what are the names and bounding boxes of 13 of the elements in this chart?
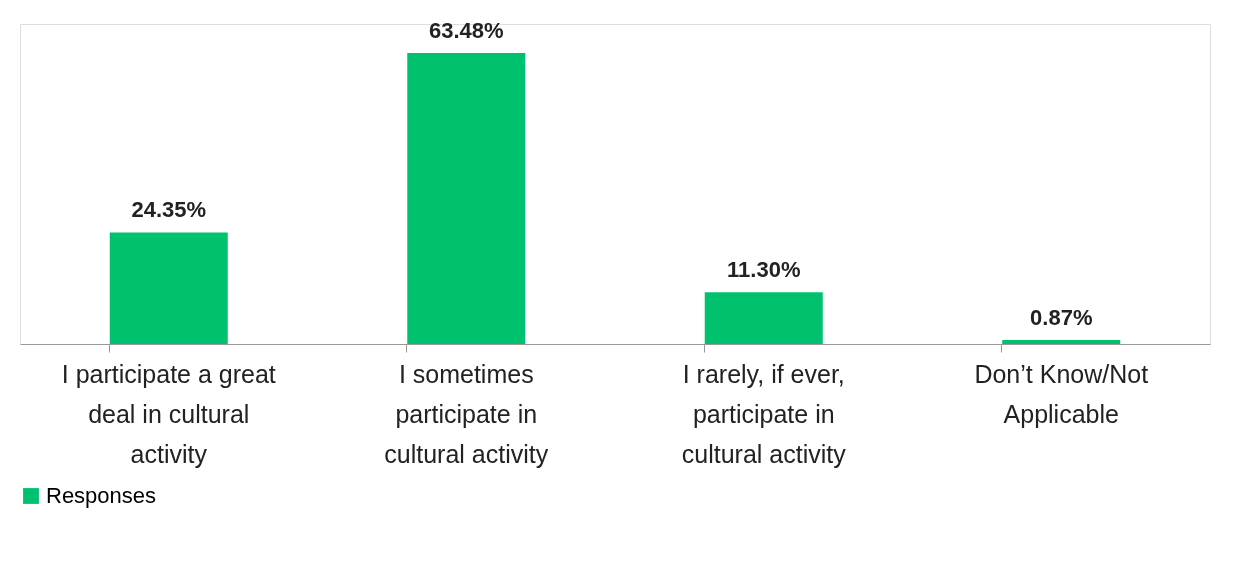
data-label: 11.30% — [727, 257, 801, 283]
x-tick-label: Don’t Know/Not Applicable — [974, 359, 1149, 428]
legend-label: Responses — [46, 483, 157, 508]
x-tick-label: I sometimes participate in cultural activity — [384, 359, 549, 468]
data-label: 0.87% — [1030, 305, 1093, 331]
bar — [1002, 340, 1121, 344]
bar — [407, 53, 526, 344]
x-tick-label: I rarely, if ever, participate in cultural activity — [681, 359, 847, 468]
bar — [109, 232, 228, 344]
x-tick-label: I participate a great deal in cultural activity — [61, 359, 276, 468]
data-label: 24.35% — [131, 197, 207, 223]
data-label: 63.48% — [428, 18, 504, 44]
bar — [704, 292, 823, 344]
